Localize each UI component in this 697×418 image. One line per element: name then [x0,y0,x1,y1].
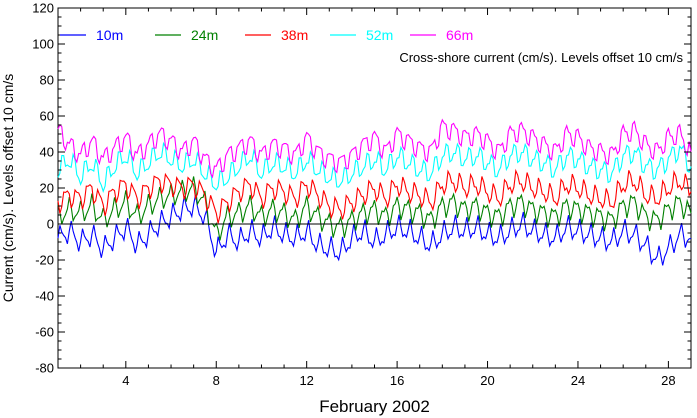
x-tick-label: 20 [480,373,494,388]
series-line-38m [57,168,692,224]
series-line-10m [57,194,692,266]
y-tick-label: 60 [40,109,54,124]
y-tick-label: -60 [35,325,54,340]
y-tick-label: -40 [35,289,54,304]
y-tick-label: 120 [32,1,54,16]
y-axis-title: Current (cm/s). Levels offset 10 cm/s [0,74,16,302]
y-tick-label: 80 [40,73,54,88]
chart-annotation: Cross-shore current (cm/s). Levels offse… [399,50,683,65]
x-tick-label: 28 [661,373,675,388]
legend-label-10m: 10m [96,27,123,43]
x-axis-title: February 2002 [319,397,430,416]
y-axis: -80 -60 -40 -20 0 20 40 60 80 100 120 [32,1,691,376]
legend-label-66m: 66m [446,27,473,43]
series-line-24m [57,176,692,241]
legend-label-52m: 52m [366,27,393,43]
x-tick-label: 16 [390,373,404,388]
y-tick-label: 40 [40,145,54,160]
legend: 10m 24m 38m 52m 66m [60,27,473,43]
y-tick-label: -80 [35,361,54,376]
x-axis: 4 8 12 16 20 24 28 [80,8,676,388]
x-tick-label: 4 [122,373,129,388]
legend-label-24m: 24m [191,27,218,43]
series-line-52m [57,141,692,194]
x-tick-label: 8 [213,373,220,388]
legend-label-38m: 38m [281,27,308,43]
series-line-66m [57,118,692,179]
x-tick-label: 12 [299,373,313,388]
y-tick-label: 20 [40,181,54,196]
x-tick-label: 24 [571,373,585,388]
y-tick-label: -20 [35,253,54,268]
y-tick-label: 100 [32,37,54,52]
y-tick-label: 0 [47,217,54,232]
series-group [57,118,692,266]
